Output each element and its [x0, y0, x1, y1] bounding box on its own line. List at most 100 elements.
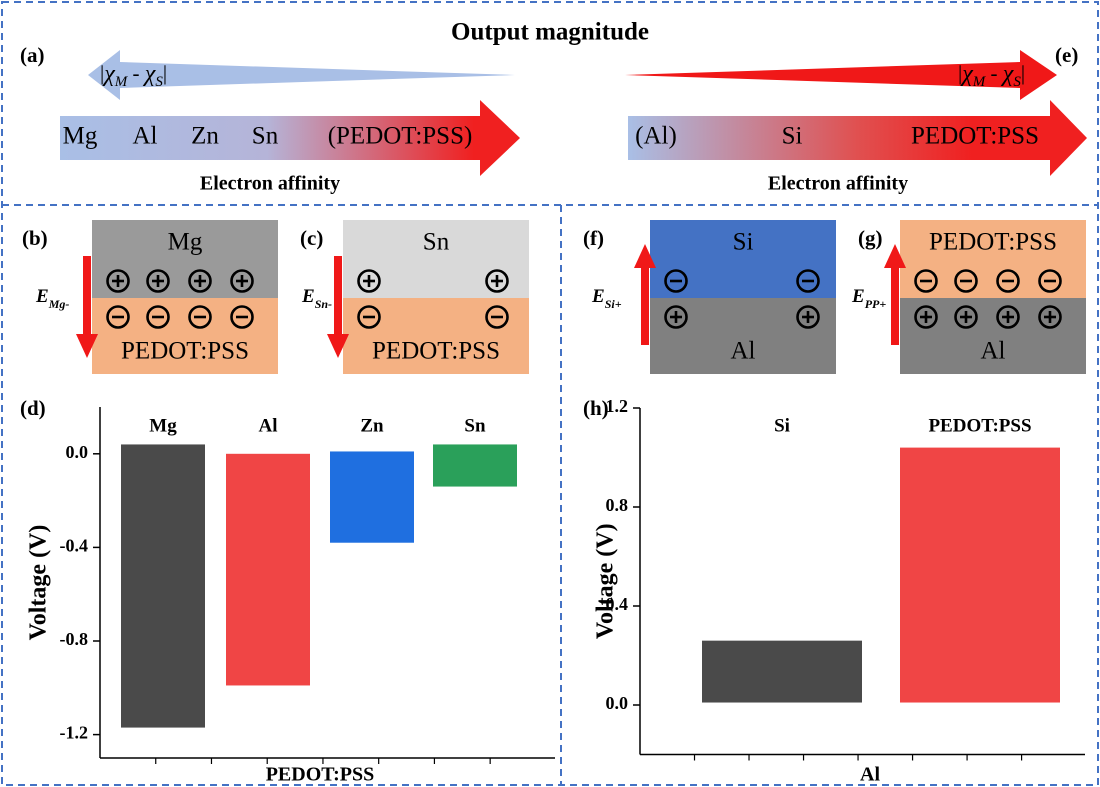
figure-title: Output magnitude	[451, 19, 649, 46]
charge	[914, 269, 938, 293]
layer-label: Sn	[423, 229, 450, 256]
charge	[106, 269, 130, 293]
charge	[485, 305, 509, 329]
signal-range	[330, 451, 414, 543]
y-tick-label: -0.8	[60, 629, 89, 649]
charge	[188, 305, 212, 329]
panel-label: (b)	[22, 226, 48, 250]
text-part: χ	[143, 61, 157, 87]
field-label: ESn-	[301, 286, 332, 310]
field-arrow	[884, 244, 906, 268]
affinity-diff: |χM - χS|	[958, 61, 1025, 91]
y-axis-label: Voltage (V)	[593, 523, 619, 639]
arrow	[88, 50, 515, 100]
charge	[357, 305, 381, 329]
text-part: |	[100, 61, 104, 85]
text-part: S	[1013, 74, 1021, 90]
text-part: |	[163, 61, 167, 85]
y-tick-label: 1.2	[606, 396, 629, 416]
field-arrow	[334, 256, 342, 336]
text-part: M	[114, 74, 129, 90]
text-part: E	[35, 286, 49, 307]
text-part: PP+	[865, 297, 887, 311]
axis-label: Electron affinity	[200, 173, 340, 195]
charge	[188, 269, 212, 293]
category-label: PEDOT:PSS	[928, 415, 1031, 436]
field-arrow	[83, 256, 91, 336]
signal-range	[433, 444, 517, 487]
charge	[357, 269, 381, 293]
charge	[230, 305, 254, 329]
charge	[1038, 305, 1062, 329]
x-axis-label: PEDOT:PSS	[266, 764, 375, 786]
text-part: -	[985, 61, 1003, 85]
text-part: S	[155, 74, 163, 90]
panel-label: (f)	[583, 226, 604, 250]
series-label: Zn	[191, 123, 219, 150]
category-label: Zn	[360, 415, 384, 436]
charge	[796, 269, 820, 293]
charge	[485, 269, 509, 293]
text-part: E	[591, 286, 605, 307]
category-label: Sn	[464, 415, 486, 436]
layer	[900, 298, 1086, 374]
charge	[664, 269, 688, 293]
layer	[343, 298, 529, 374]
text-part: Mg-	[48, 297, 70, 311]
text-part: |	[958, 61, 962, 85]
axis-label: Electron affinity	[768, 173, 908, 195]
layer-label: PEDOT:PSS	[929, 229, 1057, 256]
field-arrow	[891, 265, 899, 345]
panel-label: (e)	[1055, 43, 1078, 67]
charge	[996, 305, 1020, 329]
charge	[230, 269, 254, 293]
signal-range	[900, 447, 1060, 703]
y-tick-label: 0.0	[66, 442, 89, 462]
charge	[796, 305, 820, 329]
layer	[900, 220, 1086, 298]
charge	[664, 305, 688, 329]
charge	[954, 269, 978, 293]
charge	[954, 305, 978, 329]
affinity-diff: |χM - χS|	[100, 61, 167, 91]
text-part: χ	[102, 61, 116, 87]
layer-label: Al	[731, 338, 756, 365]
text-part: Sn-	[315, 297, 332, 311]
text-part: E	[851, 286, 865, 307]
category-label: Si	[774, 415, 790, 436]
layer	[650, 220, 836, 298]
y-tick-label: 0.0	[606, 693, 629, 713]
signal-range	[121, 444, 205, 728]
category-label: Mg	[149, 415, 177, 436]
field-arrow	[76, 334, 98, 358]
field-label: EMg-	[35, 286, 69, 310]
text-part: M	[972, 74, 987, 90]
x-axis-label: Al	[860, 764, 880, 786]
panel-label: (d)	[20, 396, 46, 420]
field-label: EPP+	[851, 286, 886, 310]
field-arrow	[327, 334, 349, 358]
charge	[1038, 269, 1062, 293]
y-axis-label: Voltage (V)	[26, 525, 52, 641]
charge	[146, 305, 170, 329]
text-part: Si+	[605, 297, 622, 311]
arrow	[60, 100, 520, 176]
category-label: Al	[259, 415, 278, 436]
y-tick-label: -0.4	[60, 536, 89, 556]
arrow	[625, 50, 1057, 100]
signal-range	[702, 640, 862, 703]
series-label: Al	[133, 123, 158, 150]
charge	[106, 305, 130, 329]
layer	[92, 220, 278, 298]
text-part: χ	[960, 61, 974, 87]
series-label: (Al)	[635, 123, 677, 150]
panel-label: (g)	[858, 226, 883, 250]
y-tick-label: 0.4	[606, 594, 629, 614]
text-part: χ	[1001, 61, 1015, 87]
y-tick-label: -1.2	[60, 723, 89, 743]
series-label: Mg	[63, 123, 98, 150]
layer	[650, 298, 836, 374]
layer	[92, 298, 278, 374]
